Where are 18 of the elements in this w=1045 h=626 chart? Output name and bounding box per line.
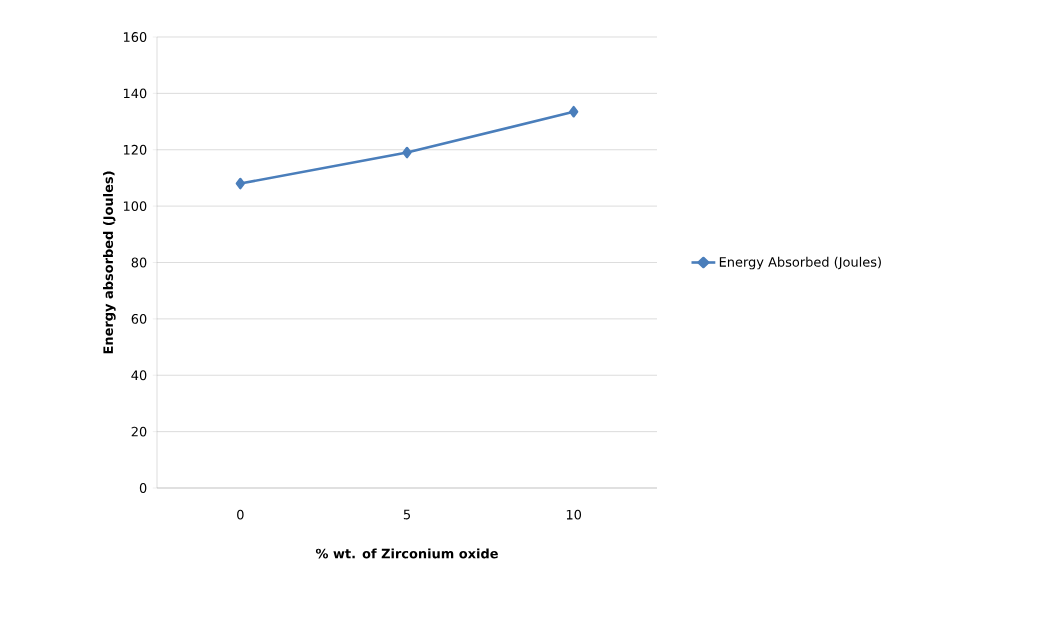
y-tick-label: 140	[123, 88, 147, 99]
x-axis-title: % wt. of Zirconium oxide	[315, 548, 498, 559]
point	[235, 177, 246, 190]
y-axis-title: Energy absorbed (Joules)	[103, 171, 116, 354]
x-tick-label: 0	[237, 509, 244, 520]
x-tick-label: 5	[403, 509, 410, 520]
y-tick-label: 160	[123, 32, 147, 42]
point	[569, 105, 579, 118]
y-tick-label: 0	[139, 483, 147, 493]
y-tick-label: 20	[131, 426, 147, 437]
y-tick-label: 40	[131, 370, 147, 381]
legend-label: Energy Absorbed (Joules)	[719, 256, 881, 270]
y-tick-label: 100	[123, 201, 147, 212]
point	[402, 146, 412, 159]
y-tick-label: 120	[123, 144, 147, 155]
y-tick-label: 80	[131, 257, 147, 268]
x-tick-label: 10	[566, 509, 582, 520]
y-tick-label: 60	[131, 313, 147, 324]
